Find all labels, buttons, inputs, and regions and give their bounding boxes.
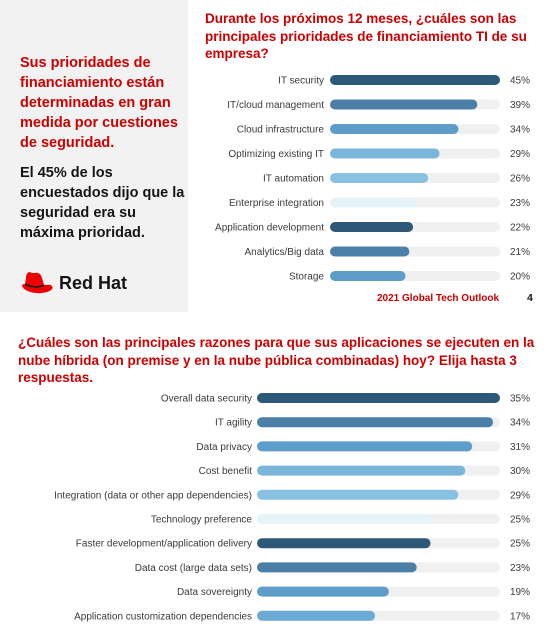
bar: [330, 173, 429, 183]
bar-row: Cloud infrastructure 34%: [237, 124, 530, 136]
page-number: 4: [527, 292, 533, 304]
value-label: 34%: [510, 125, 530, 136]
value-label: 25%: [510, 515, 530, 526]
bar: [330, 197, 417, 208]
bar: [257, 586, 389, 597]
bar-row: IT automation 26%: [263, 173, 530, 185]
category-label: IT agility: [215, 418, 252, 429]
category-label: Cloud infrastructure: [237, 125, 325, 136]
value-label: 34%: [510, 418, 530, 429]
bar: [330, 246, 410, 257]
bar: [330, 148, 440, 159]
category-label: Enterprise integration: [229, 198, 324, 209]
value-label: 29%: [510, 490, 530, 501]
bar-row: Optimizing existing IT 29%: [228, 148, 530, 160]
value-label: 30%: [510, 466, 530, 477]
bar: [330, 75, 500, 85]
bar: [330, 222, 414, 232]
category-label: Integration (data or other app dependenc…: [54, 490, 252, 501]
chart1-funding-priorities: IT security 45% IT/cloud management 39% Clou…: [215, 75, 530, 283]
category-label: Technology preference: [151, 515, 253, 526]
bar-row: IT/cloud management 39%: [227, 99, 530, 111]
bar-row: Cost benefit 30%: [199, 465, 530, 477]
category-label: Application customization dependencies: [74, 611, 252, 622]
bar-row: IT agility 34%: [215, 417, 530, 429]
red-hat-fedora-icon: [21, 272, 53, 294]
bar: [257, 610, 376, 621]
bar-row: Data sovereignty 19%: [177, 586, 530, 598]
value-label: 23%: [510, 563, 530, 574]
bar-row: Storage 20%: [289, 271, 530, 283]
bar: [257, 465, 466, 476]
category-label: Application development: [215, 223, 324, 234]
category-label: IT security: [278, 76, 324, 87]
bar: [330, 124, 459, 134]
category-label: Storage: [289, 272, 324, 283]
category-label: IT automation: [263, 174, 324, 185]
bar: [257, 538, 431, 549]
value-label: 20%: [510, 272, 530, 283]
value-label: 26%: [510, 174, 530, 185]
category-label: Data cost (large data sets): [135, 563, 252, 574]
category-label: Optimizing existing IT: [228, 149, 324, 160]
bar-row: Integration (data or other app dependenc…: [54, 489, 530, 501]
chart1-title: Durante los próximos 12 meses, ¿cuáles s…: [205, 11, 527, 61]
summary-heading: Sus prioridades de financiamiento están …: [20, 55, 178, 151]
value-label: 35%: [510, 394, 530, 405]
category-label: Cost benefit: [199, 466, 253, 477]
category-label: Data privacy: [196, 442, 252, 453]
left-panel: Sus prioridades de financiamiento están …: [0, 0, 188, 312]
bar-row: Analytics/Big data 21%: [245, 246, 530, 258]
bar-row: Technology preference 25%: [151, 514, 530, 526]
bar-row: Enterprise integration 23%: [229, 197, 530, 209]
bar: [257, 514, 431, 524]
value-label: 39%: [510, 100, 530, 111]
bar: [257, 393, 500, 403]
red-hat-logo: Red Hat: [20, 269, 127, 297]
value-label: 29%: [510, 149, 530, 160]
bar-row: IT security 45%: [278, 75, 530, 87]
value-label: 31%: [510, 442, 530, 453]
category-label: Analytics/Big data: [245, 247, 325, 258]
value-label: 45%: [510, 76, 530, 87]
bar-row: Application development 22%: [215, 222, 530, 234]
value-label: 23%: [510, 198, 530, 209]
bar: [257, 441, 473, 452]
bar: [330, 99, 478, 110]
bar-row: Data cost (large data sets) 23%: [135, 562, 530, 574]
bar-row: Application customization dependencies 17…: [74, 610, 530, 622]
logo-text: Red Hat: [59, 272, 128, 293]
bar: [330, 271, 406, 281]
category-label: Faster development/application delivery: [76, 539, 252, 550]
value-label: 25%: [510, 539, 530, 550]
bar: [257, 489, 459, 500]
bar-row: Overall data security 35%: [161, 393, 530, 405]
category-label: IT/cloud management: [227, 100, 324, 111]
chart2-title: ¿Cuáles son las principales razones para…: [18, 335, 535, 385]
category-label: Data sovereignty: [177, 587, 252, 598]
value-label: 17%: [510, 611, 530, 622]
category-label: Overall data security: [161, 394, 252, 405]
bar: [257, 417, 494, 428]
value-label: 19%: [510, 587, 530, 598]
bar-row: Data privacy 31%: [196, 441, 530, 453]
bar: [257, 562, 417, 573]
bar-row: Faster development/application delivery 2…: [76, 538, 530, 550]
value-label: 21%: [510, 247, 530, 258]
footer-source: 2021 Global Tech Outlook: [377, 293, 500, 304]
value-label: 22%: [510, 223, 530, 234]
summary-body: El 45% de los encuestados dijo que la se…: [20, 165, 185, 241]
